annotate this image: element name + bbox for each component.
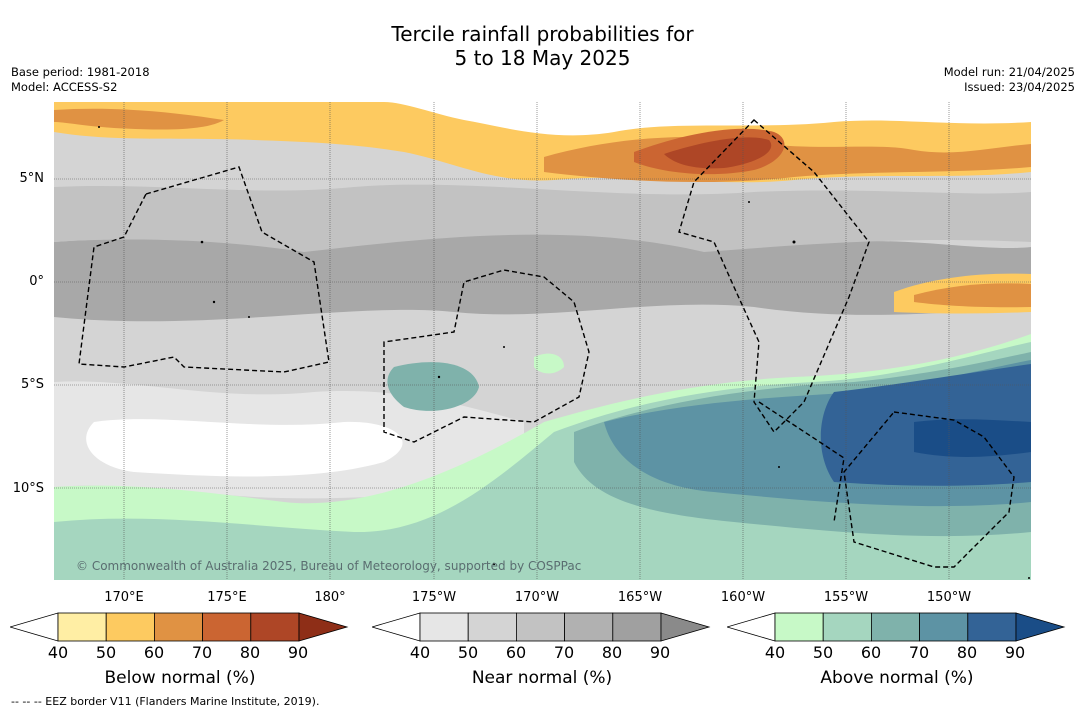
below-normal-east-60 bbox=[914, 283, 1031, 308]
lon-label-165w: 165°W bbox=[617, 590, 663, 605]
colorbar-swatch bbox=[419, 612, 469, 642]
near-normal-high-band bbox=[54, 232, 1031, 322]
colorbar-swatch bbox=[153, 612, 203, 642]
tick: 40 bbox=[764, 643, 786, 662]
colorbar-above-extend bbox=[1015, 612, 1066, 642]
colorbar-near-normal bbox=[372, 612, 711, 642]
colorbar-swatch bbox=[919, 612, 969, 642]
tick: 80 bbox=[956, 643, 978, 662]
colorbar-swatch bbox=[774, 612, 824, 642]
colorbar-swatch bbox=[564, 612, 614, 642]
tick: 40 bbox=[409, 643, 431, 662]
colorbar-near-swatches bbox=[419, 612, 662, 642]
colorbar-swatch bbox=[202, 612, 252, 642]
colorbar-swatch bbox=[57, 612, 107, 642]
colorbar-swatch bbox=[612, 612, 662, 642]
above-normal-small-patch bbox=[534, 353, 564, 374]
tick: 40 bbox=[47, 643, 69, 662]
colorbar-swatch bbox=[250, 612, 300, 642]
tick: 70 bbox=[553, 643, 575, 662]
lat-label-5s: 5°S bbox=[20, 377, 44, 392]
title-line-1: Tercile rainfall probabilities for bbox=[391, 22, 694, 46]
colorbar-below-swatches bbox=[57, 612, 300, 642]
tick: 90 bbox=[649, 643, 671, 662]
lon-label-170w: 170°W bbox=[514, 590, 560, 605]
colorbar-swatch bbox=[105, 612, 155, 642]
eez-footnote: -- -- -- EEZ border V11 (Flanders Marine… bbox=[11, 695, 320, 708]
lat-label-5n: 5°N bbox=[19, 171, 45, 186]
tick: 90 bbox=[1004, 643, 1026, 662]
above-normal-central-patch bbox=[387, 362, 479, 411]
tick: 60 bbox=[505, 643, 527, 662]
lon-label-175w: 175°W bbox=[411, 590, 457, 605]
title-line-2: 5 to 18 May 2025 bbox=[454, 46, 631, 70]
colorbar-near-title: Near normal (%) bbox=[471, 668, 613, 688]
no-dominant-category-area bbox=[86, 419, 403, 477]
issued-date: Issued: 23/04/2025 bbox=[964, 80, 1075, 94]
tick: 80 bbox=[239, 643, 261, 662]
lat-label-10s: 10°S bbox=[12, 481, 44, 496]
tick: 50 bbox=[95, 643, 117, 662]
lon-label-170e: 170°E bbox=[104, 590, 144, 605]
tick: 50 bbox=[812, 643, 834, 662]
graticule bbox=[54, 102, 1031, 580]
meta-left: Base period: 1981-2018 Model: ACCESS-S2 bbox=[11, 65, 150, 95]
lon-label-175e: 175°E bbox=[207, 590, 247, 605]
tick: 70 bbox=[908, 643, 930, 662]
colorbar-below-extend bbox=[298, 612, 349, 642]
lon-label-160w: 160°W bbox=[720, 590, 766, 605]
below-normal-north-80 bbox=[664, 137, 772, 169]
tick: 60 bbox=[143, 643, 165, 662]
islands bbox=[98, 126, 1030, 579]
lon-label-150w: 150°W bbox=[926, 590, 972, 605]
lat-label-0: 0° bbox=[29, 274, 44, 289]
tick: 70 bbox=[191, 643, 213, 662]
rainfall-probability-map bbox=[54, 102, 1031, 580]
tick: 80 bbox=[601, 643, 623, 662]
colorbar-above-title: Above normal (%) bbox=[820, 668, 974, 688]
colorbar-swatch bbox=[467, 612, 517, 642]
colorbar-swatch bbox=[870, 612, 920, 642]
below-normal-northwest-60 bbox=[54, 108, 224, 130]
meta-right: Model run: 21/04/2025 Issued: 23/04/2025 bbox=[944, 65, 1075, 95]
north-white-edge bbox=[54, 102, 1031, 136]
eez-borders bbox=[78, 119, 1015, 568]
colorbar-swatch bbox=[967, 612, 1017, 642]
model-run: Model run: 21/04/2025 bbox=[943, 65, 1075, 79]
colorbar-below-title: Below normal (%) bbox=[104, 668, 256, 688]
colorbar-below-normal bbox=[10, 612, 349, 642]
tick: 50 bbox=[457, 643, 479, 662]
colorbar-swatch bbox=[822, 612, 872, 642]
colorbar-near-extend bbox=[660, 612, 711, 642]
colorbar-above-swatches bbox=[774, 612, 1017, 642]
above-normal-90 bbox=[914, 419, 1031, 457]
model-name: Model: ACCESS-S2 bbox=[11, 80, 118, 94]
tick: 90 bbox=[287, 643, 309, 662]
lon-label-155w: 155°W bbox=[823, 590, 869, 605]
colorbar-above-normal bbox=[727, 612, 1066, 642]
lon-label-180: 180° bbox=[314, 590, 346, 605]
near-normal-mid-band bbox=[54, 184, 1031, 252]
base-period: Base period: 1981-2018 bbox=[11, 65, 150, 79]
tick: 60 bbox=[860, 643, 882, 662]
colorbar-swatch bbox=[515, 612, 565, 642]
copyright-notice: © Commonwealth of Australia 2025, Bureau… bbox=[76, 559, 582, 573]
